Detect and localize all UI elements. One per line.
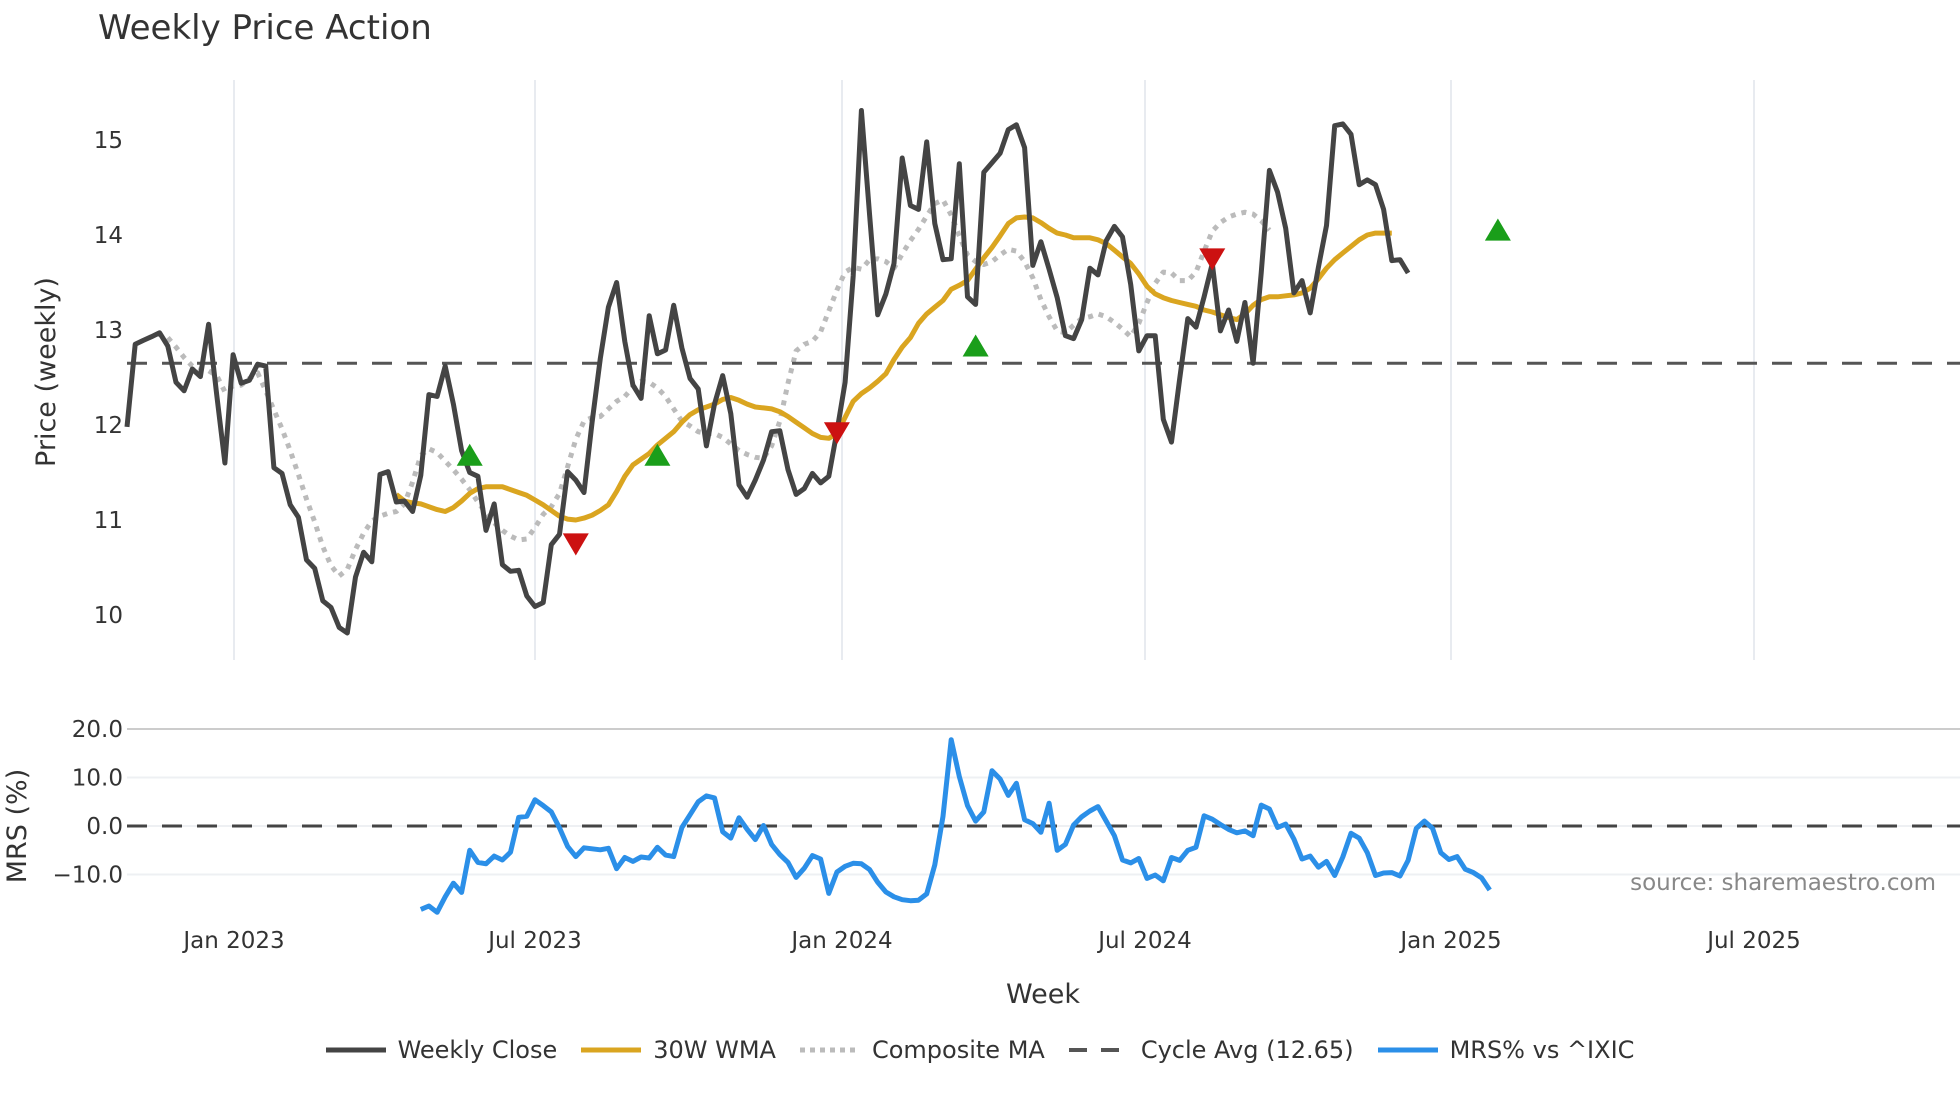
price-y-axis-label: Price (weekly): [31, 277, 62, 467]
buy-signal-triangle-up-icon: [1484, 218, 1511, 241]
legend-label: MRS% vs ^IXIC: [1449, 1036, 1635, 1064]
legend-item-mrs[interactable]: MRS% vs ^IXIC: [1377, 1036, 1635, 1064]
x-axis-label: Week: [1006, 979, 1080, 1010]
price-y-tick: 12: [94, 413, 123, 439]
dashed-line-swatch-icon: [1068, 1048, 1129, 1052]
buy-signal-triangle-up-icon: [962, 334, 989, 357]
price-y-tick: 11: [94, 508, 123, 534]
sell-signal-triangle-down-icon: [823, 422, 850, 445]
legend-label: Composite MA: [871, 1036, 1045, 1064]
x-tick: Jan 2025: [1398, 928, 1501, 954]
legend-item-composite-ma[interactable]: Composite MA: [799, 1036, 1045, 1064]
mrs-y-tick: −10.0: [53, 863, 123, 889]
chart-title: Weekly Price Action: [98, 8, 432, 48]
price-y-axis-ticks: 10 11 12 13 14 15: [94, 128, 123, 629]
legend-label: Cycle Avg (12.65): [1140, 1036, 1354, 1064]
legend: Weekly Close 30W WMA Composite MA Cycle …: [0, 1036, 1960, 1064]
legend-item-30w-wma[interactable]: 30W WMA: [581, 1036, 776, 1064]
x-axis-ticks: Jan 2023 Jul 2023 Jan 2024 Jul 2024 Jan 2025…: [181, 928, 1800, 954]
price-y-tick: 15: [94, 128, 123, 154]
legend-item-cycle-avg[interactable]: Cycle Avg (12.65): [1068, 1036, 1354, 1064]
x-tick: Jul 2024: [1096, 928, 1192, 954]
buy-signal-triangle-up-icon: [456, 443, 483, 466]
mrs-y-axis-ticks: 20.0 10.0 0.0 −10.0: [53, 717, 123, 889]
x-tick: Jul 2025: [1705, 928, 1801, 954]
mrs-series-group: [127, 737, 1960, 915]
series-line: [419, 737, 1492, 915]
price-series-group: [124, 108, 1960, 636]
legend-item-weekly-close[interactable]: Weekly Close: [325, 1036, 558, 1064]
buy-signal-triangle-up-icon: [644, 443, 671, 466]
solid-line-swatch-icon: [325, 1047, 386, 1053]
price-panel-grid: [233, 80, 1755, 660]
legend-label: 30W WMA: [653, 1036, 776, 1064]
solid-line-swatch-icon: [581, 1047, 642, 1053]
price-y-tick: 10: [94, 603, 123, 629]
mrs-y-tick: 0.0: [86, 814, 123, 840]
mrs-y-tick: 20.0: [72, 717, 123, 743]
mrs-y-tick: 10.0: [72, 766, 123, 792]
sell-signal-triangle-down-icon: [1199, 248, 1226, 271]
price-y-tick: 13: [94, 318, 123, 344]
mrs-panel-grid: [127, 728, 1960, 876]
signal-markers: [456, 218, 1511, 556]
series-line: [124, 108, 1411, 636]
source-annotation: source: sharemaestro.com: [1630, 870, 1936, 896]
sell-signal-triangle-down-icon: [562, 533, 589, 556]
price-y-tick: 14: [94, 223, 123, 249]
series-line: [165, 197, 1272, 579]
dotted-line-swatch-icon: [799, 1047, 860, 1053]
mrs-y-axis-label: MRS (%): [2, 769, 33, 884]
x-tick: Jan 2023: [181, 928, 284, 954]
x-tick: Jul 2023: [486, 928, 582, 954]
solid-line-swatch-icon: [1377, 1047, 1438, 1053]
x-tick: Jan 2024: [789, 928, 892, 954]
legend-label: Weekly Close: [397, 1036, 558, 1064]
